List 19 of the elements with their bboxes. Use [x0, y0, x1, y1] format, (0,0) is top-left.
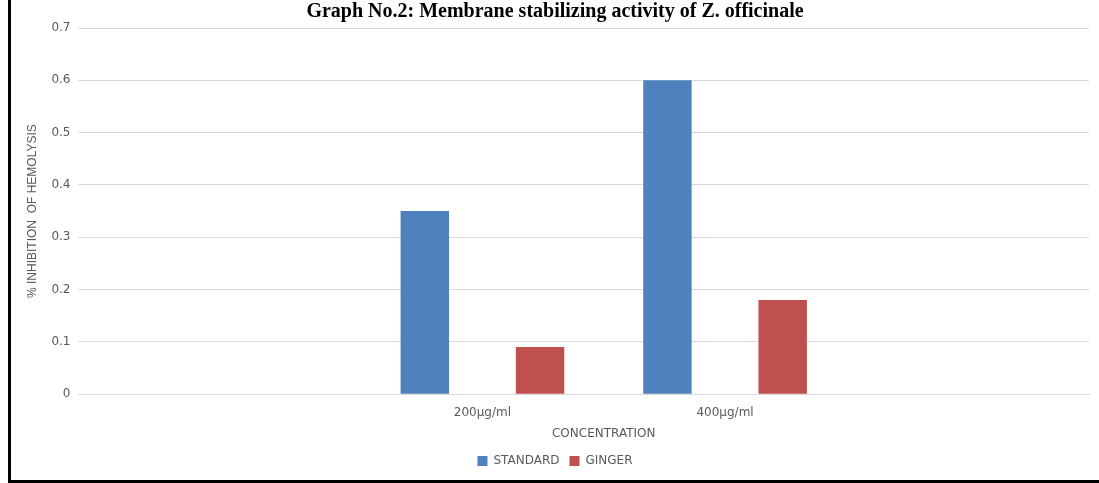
y-tick-label: 0.3	[51, 229, 71, 244]
legend-label: GINGER	[585, 453, 633, 468]
y-tick-label: 0.5	[51, 124, 71, 139]
y-tick-label: 0.6	[51, 72, 71, 87]
bar	[515, 347, 565, 394]
y-tick-label: 0	[62, 386, 71, 401]
x-axis-title: CONCENTRATION	[551, 425, 656, 440]
y-tick-label: 0.4	[51, 177, 71, 192]
x-tick-label: 200µg/ml	[453, 404, 512, 419]
x-tick-label: 400µg/ml	[696, 404, 754, 419]
y-axis-title: % INHIBITION OF HEMOLYSIS	[24, 124, 39, 299]
legend-label: STANDARD	[493, 453, 560, 468]
chart-title: Graph No.2: Membrane stabilizing activity of Z. officinale	[306, 0, 804, 23]
bar	[400, 211, 450, 394]
y-tick-label: 0.7	[51, 20, 71, 35]
y-tick-label: 0.2	[51, 281, 71, 296]
bar	[643, 80, 692, 394]
bar	[758, 300, 807, 394]
y-tick-label: 0.1	[51, 334, 71, 349]
